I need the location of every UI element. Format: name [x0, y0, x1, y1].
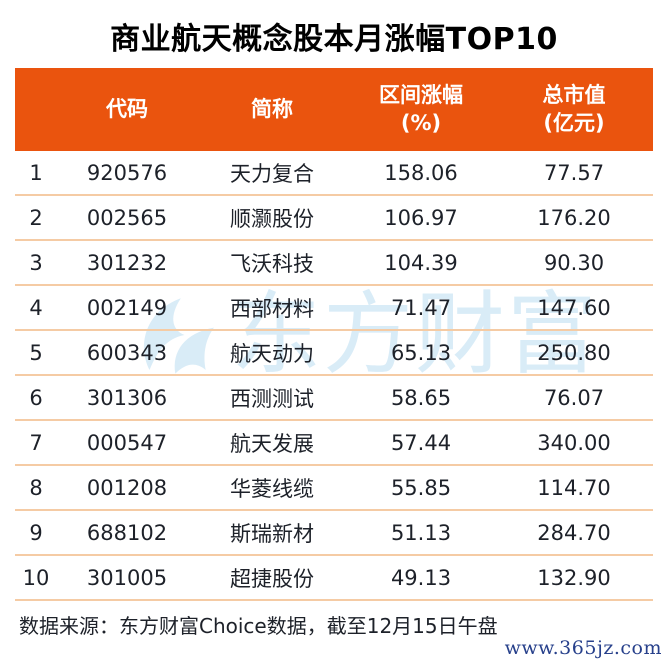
cell-rank: 2 [29, 205, 43, 230]
header-gain: 区间涨幅 (%) [379, 83, 463, 135]
cell-gain: 71.47 [390, 295, 452, 320]
cell-gain: 51.13 [390, 520, 452, 545]
cell-gain: 106.97 [384, 205, 458, 230]
table-row: 6 301306 西测测试 58.65 76.07 [15, 376, 653, 421]
page-title: 商业航天概念股本月涨幅TOP10 [110, 22, 558, 57]
cell-code: 002565 [86, 205, 168, 230]
cell-rank: 3 [29, 250, 43, 275]
table-row: 2 002565 顺灏股份 106.97 176.20 [15, 196, 653, 241]
cell-code: 002149 [86, 295, 168, 320]
cell-name: 超捷股份 [230, 566, 314, 591]
cell-code: 301306 [86, 385, 168, 410]
cell-code: 688102 [86, 520, 168, 545]
cell-cap: 250.80 [537, 340, 611, 365]
cell-name: 西测测试 [230, 386, 314, 411]
source-note: 数据来源：东方财富Choice数据，截至12月15日午盘 [19, 614, 498, 638]
cell-gain: 57.44 [390, 430, 452, 455]
cell-gain: 65.13 [390, 340, 452, 365]
cell-name: 航天动力 [230, 341, 314, 366]
cell-name: 西部材料 [230, 296, 314, 321]
cell-gain: 49.13 [390, 565, 452, 590]
cell-rank: 4 [29, 295, 43, 320]
header-code: 代码 [106, 96, 148, 121]
cell-code: 301005 [86, 565, 168, 590]
cell-rank: 6 [29, 385, 43, 410]
table-body: 1 920576 天力复合 158.06 77.57 2 002565 顺灏股份… [15, 151, 653, 601]
cell-code: 920576 [86, 160, 168, 185]
cell-gain: 158.06 [384, 160, 458, 185]
cell-cap: 76.07 [543, 385, 605, 410]
cell-name: 华菱线缆 [230, 476, 314, 501]
cell-gain: 58.65 [390, 385, 452, 410]
cell-cap: 114.70 [537, 475, 611, 500]
cell-gain: 55.85 [390, 475, 452, 500]
site-watermark: www.365jz.com [504, 637, 662, 659]
cell-gain: 104.39 [384, 250, 458, 275]
cell-rank: 1 [29, 160, 43, 185]
table-header: 代码 简称 区间涨幅 (%) 总市值 (亿元) [15, 68, 653, 151]
cell-rank: 9 [29, 520, 43, 545]
cell-cap: 176.20 [537, 205, 611, 230]
cell-rank: 5 [29, 340, 43, 365]
table-row: 4 002149 西部材料 71.47 147.60 [15, 286, 653, 331]
cell-cap: 340.00 [537, 430, 611, 455]
cell-code: 000547 [86, 430, 168, 455]
cell-cap: 90.30 [543, 250, 605, 275]
cell-name: 斯瑞新材 [230, 521, 314, 546]
cell-cap: 147.60 [537, 295, 611, 320]
table-row: 5 600343 航天动力 65.13 250.80 [15, 331, 653, 376]
table-row: 3 301232 飞沃科技 104.39 90.30 [15, 241, 653, 286]
table-row: 7 000547 航天发展 57.44 340.00 [15, 421, 653, 466]
stock-table: 代码 简称 区间涨幅 (%) 总市值 (亿元) 1 920576 天力复合 15… [15, 68, 653, 639]
cell-cap: 132.90 [537, 565, 611, 590]
cell-rank: 7 [29, 430, 43, 455]
cell-code: 600343 [86, 340, 168, 365]
cell-name: 天力复合 [230, 161, 314, 186]
cell-name: 航天发展 [230, 431, 314, 456]
cell-name: 飞沃科技 [230, 251, 314, 276]
cell-cap: 284.70 [537, 520, 611, 545]
cell-cap: 77.57 [543, 160, 605, 185]
header-name: 简称 [251, 96, 293, 121]
cell-rank: 8 [29, 475, 43, 500]
cell-name: 顺灏股份 [230, 206, 314, 231]
cell-rank: 10 [22, 565, 50, 590]
table-row: 8 001208 华菱线缆 55.85 114.70 [15, 466, 653, 511]
header-cap: 总市值 (亿元) [542, 83, 606, 135]
cell-code: 301232 [86, 250, 168, 275]
table-row: 1 920576 天力复合 158.06 77.57 [15, 151, 653, 196]
table-row: 10 301005 超捷股份 49.13 132.90 [15, 556, 653, 601]
cell-code: 001208 [86, 475, 168, 500]
table-row: 9 688102 斯瑞新材 51.13 284.70 [15, 511, 653, 556]
